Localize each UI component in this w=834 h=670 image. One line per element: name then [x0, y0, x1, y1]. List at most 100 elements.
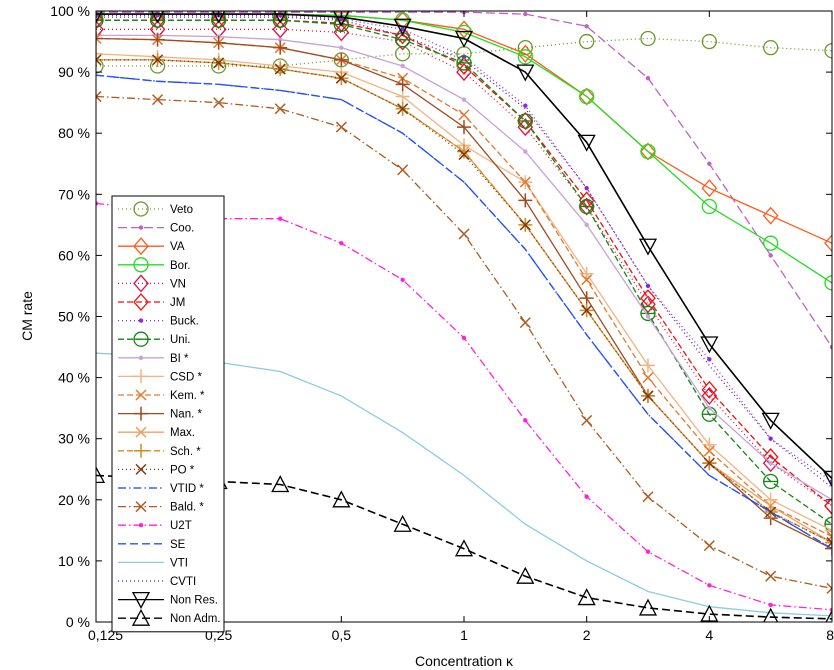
- point-u2t-8: [584, 494, 589, 499]
- point-non-res-0: [96, 11, 103, 24]
- point-non-adm-8: [577, 588, 596, 606]
- legend-marker-max: [135, 426, 147, 438]
- legend-label-po: PO *: [170, 464, 195, 476]
- point-nan-1: [150, 32, 165, 47]
- point-uni-0: [96, 12, 104, 28]
- legend-marker-va: [133, 237, 149, 256]
- point-bald-7: [519, 317, 531, 329]
- legend-marker-vn: [133, 274, 149, 293]
- point-uni-5: [394, 32, 411, 48]
- point-buck-6: [461, 54, 467, 60]
- point-nan-3: [273, 40, 288, 55]
- series-vtid: [96, 74, 832, 550]
- point-non-res-3: [273, 11, 287, 24]
- point-uni-8: [579, 198, 595, 215]
- point-va-12: [824, 234, 832, 253]
- legend-entry-bor: Bor.: [118, 257, 190, 273]
- point-u2t-7: [523, 418, 528, 423]
- point-uni-7: [517, 113, 533, 129]
- y-tick-label-7: 70 %: [58, 186, 90, 202]
- legend-label-bi: BI *: [170, 353, 189, 365]
- point-bor-12: [824, 275, 832, 291]
- point-bald-2: [213, 97, 225, 109]
- point-coo-9: [645, 76, 651, 81]
- point-kem-7: [519, 176, 531, 188]
- point-buck-8: [584, 185, 589, 191]
- point-veto-12: [824, 43, 832, 59]
- series-se: [96, 74, 832, 550]
- point-vn-3: [272, 20, 289, 39]
- legend-marker-u2t: [138, 523, 144, 528]
- legend-label-vtid: VTID *: [170, 483, 204, 495]
- legend-entry-u2t: U2T: [118, 520, 192, 532]
- point-jm-7: [517, 111, 534, 130]
- point-veto-8: [579, 33, 595, 50]
- legend-entry-va: VA: [118, 237, 185, 256]
- point-bald-0: [96, 91, 102, 103]
- point-bald-9: [642, 491, 654, 503]
- point-coo-10: [707, 161, 712, 166]
- point-veto-0: [96, 58, 104, 74]
- point-non-adm-7: [516, 566, 535, 584]
- point-u2t-10: [707, 583, 712, 588]
- point-po-1: [152, 54, 164, 66]
- point-non-res-12: [822, 470, 832, 488]
- legend-label-veto: Veto: [170, 204, 193, 216]
- point-nan-0: [96, 31, 103, 46]
- point-non-adm-3: [271, 475, 290, 493]
- series-line-se: [96, 74, 832, 550]
- point-po-3: [274, 63, 286, 75]
- point-uni-1: [149, 12, 166, 28]
- point-va-10: [701, 179, 718, 198]
- y-tick-label-8: 80 %: [58, 125, 90, 141]
- legend-marker-nan: [134, 406, 148, 421]
- legend-marker-buck: [138, 318, 144, 323]
- point-kem-0: [96, 32, 102, 45]
- point-po-4: [335, 72, 347, 84]
- point-po-9: [642, 390, 654, 402]
- legend-marker-kem: [135, 389, 147, 401]
- point-bor-8: [579, 88, 595, 105]
- point-uni-12: [824, 516, 832, 532]
- point-va-11: [762, 206, 779, 225]
- legend-entry-vti: VTI: [118, 557, 188, 569]
- point-bald-1: [152, 94, 164, 106]
- point-bi-3: [278, 37, 283, 42]
- point-non-adm-5: [393, 514, 412, 532]
- legend-marker-veto: [133, 201, 149, 217]
- point-bi-11: [768, 460, 773, 466]
- legend-label-sch: Sch. *: [170, 446, 201, 458]
- point-po-12: [826, 537, 832, 549]
- point-nan-8: [579, 291, 594, 306]
- y-tick-label-3: 30 %: [58, 431, 90, 447]
- x-tick-label-5: 4: [705, 627, 713, 643]
- legend-marker-sch: [134, 443, 148, 458]
- point-bald-12: [826, 582, 832, 594]
- point-csd-10: [702, 437, 717, 452]
- point-buck-7: [523, 103, 528, 108]
- point-non-res-6: [454, 30, 474, 48]
- point-jm-12: [824, 496, 832, 515]
- legend-marker-non-adm: [131, 608, 151, 626]
- point-vn-0: [96, 20, 104, 39]
- legend-label-bor: Bor.: [170, 260, 190, 272]
- legend-label-bald: Bald. *: [170, 502, 204, 514]
- legend-entry-se: SE: [118, 539, 186, 551]
- x-tick-label-3: 1: [460, 627, 468, 643]
- point-kem-9: [642, 372, 654, 384]
- series-po: [96, 54, 832, 549]
- legend-marker-coo: [138, 225, 144, 230]
- legend-label-coo: Coo.: [170, 223, 194, 235]
- point-non-adm-9: [638, 598, 658, 616]
- point-bor-11: [763, 235, 779, 251]
- point-non-adm-12: [825, 609, 832, 622]
- point-bald-3: [274, 103, 286, 115]
- point-u2t-5: [400, 277, 405, 283]
- point-bi-9: [645, 314, 651, 319]
- point-u2t-3: [278, 216, 283, 221]
- legend-entry-vn: VN: [118, 274, 186, 293]
- legend-label-u2t: U2T: [170, 520, 192, 532]
- point-nan-2: [211, 35, 226, 50]
- series-line-veto: [96, 37, 832, 67]
- legend-entry-buck: Buck.: [118, 316, 199, 328]
